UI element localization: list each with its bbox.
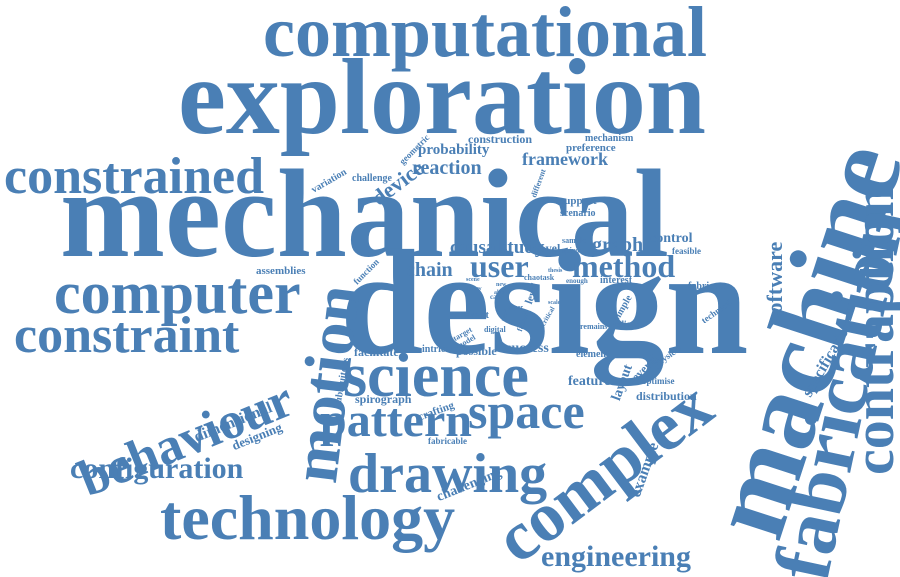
word-study: study xyxy=(500,237,545,258)
word-configuration: configuration xyxy=(70,452,244,485)
word-science: science xyxy=(343,342,529,410)
word-feature: feature xyxy=(568,374,611,389)
word-sample: sample xyxy=(562,236,586,245)
word-challenge: challenge xyxy=(352,173,392,184)
word-possible: possible xyxy=(456,344,497,358)
word-technology: technology xyxy=(160,482,456,553)
word-arrow: arrow xyxy=(466,286,482,292)
word-tedious: tedious xyxy=(612,319,640,329)
word-software: software xyxy=(762,241,787,322)
word-chao: chao xyxy=(524,273,540,282)
word-reaction: reaction xyxy=(412,157,482,179)
word-able: able xyxy=(494,290,505,296)
word-probability: probability xyxy=(418,142,490,158)
word-task: task xyxy=(540,273,555,282)
word-fabricate: fabricate xyxy=(688,281,727,292)
word-paper: paper xyxy=(508,305,523,311)
word-case: case xyxy=(490,293,503,301)
word-graph: graph xyxy=(592,234,644,256)
word-mechanical: mechanical xyxy=(60,145,669,284)
word-pattern: pattern xyxy=(320,394,472,447)
word-interest: interest xyxy=(600,275,633,286)
word-scene: scene xyxy=(466,277,480,283)
word-constrained: constrained xyxy=(4,148,264,205)
word-framework: framework xyxy=(522,149,608,169)
word-user: user xyxy=(470,248,529,284)
word-method: method xyxy=(572,248,676,284)
word-chain: chain xyxy=(406,259,453,281)
word-spirou: spirou xyxy=(562,246,584,255)
word-digital: digital xyxy=(484,325,506,334)
word-design: design xyxy=(340,220,749,386)
word-control: control xyxy=(650,231,693,246)
word-feasible: feasible xyxy=(672,246,701,256)
word-novel: novel xyxy=(533,241,561,255)
word-computer: computer xyxy=(54,260,301,326)
word-remains: remains xyxy=(580,322,608,331)
word-distribution: distribution xyxy=(636,389,697,403)
word-exploration: exploration xyxy=(178,38,706,157)
word-support: support xyxy=(560,195,597,207)
word-engineering: engineering xyxy=(541,540,691,573)
word-scale: scale xyxy=(548,300,561,306)
word-optimise: optimise xyxy=(642,376,675,386)
word-new: new xyxy=(496,282,507,288)
word-assemblies: assemblies xyxy=(256,265,306,277)
word-preference: preference xyxy=(566,142,616,154)
word-computational: computational xyxy=(263,0,708,72)
word-constraint: constraint xyxy=(14,307,240,364)
word-thesis: thesis xyxy=(548,268,563,274)
word-success: success xyxy=(506,341,549,356)
word-facilitate: facilitate xyxy=(354,345,399,359)
word-mechanism: mechanism xyxy=(585,133,634,144)
word-construction: construction xyxy=(468,132,532,146)
word-intricate: intricate xyxy=(422,344,459,355)
word-scenario: scenario xyxy=(560,208,596,219)
word-space: space xyxy=(468,383,585,439)
word-drawing: drawing xyxy=(348,443,548,505)
word-causal: causal xyxy=(450,237,501,258)
word-element: element xyxy=(576,349,610,360)
word-event: event xyxy=(464,309,490,321)
word-spirograph: spirograph xyxy=(355,392,412,406)
word-enough: enough xyxy=(566,277,588,285)
word-fabricable: fabricable xyxy=(428,436,467,446)
